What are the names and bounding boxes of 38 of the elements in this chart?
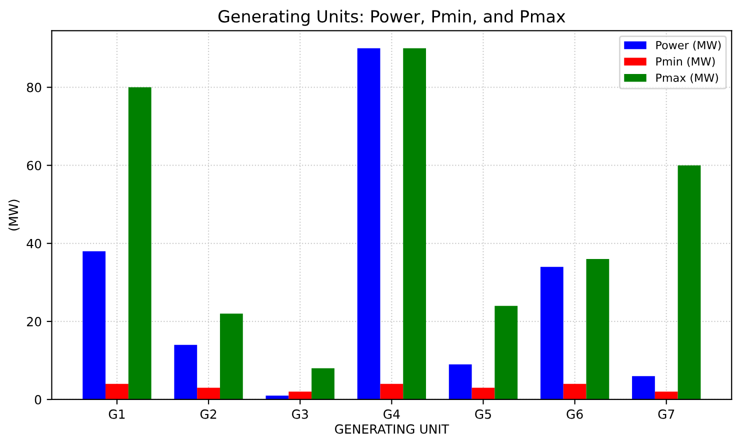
- bar: [563, 384, 586, 400]
- bar: [586, 259, 610, 400]
- bar: [472, 388, 495, 400]
- x-tick-label: G7: [658, 409, 674, 419]
- bar: [106, 384, 128, 400]
- y-axis-title: (MW): [8, 200, 20, 230]
- bar: [312, 368, 334, 400]
- bar: [448, 364, 472, 400]
- bar: [357, 48, 380, 400]
- x-tick-label: G2: [200, 409, 216, 419]
- x-tick-label: G3: [292, 409, 308, 419]
- y-tick-label: 20: [27, 316, 42, 326]
- x-tick-label: G5: [475, 409, 491, 419]
- x-axis-title: GENERATING UNIT: [334, 424, 450, 434]
- bar: [632, 376, 655, 400]
- bar: [678, 165, 701, 400]
- legend-label: Pmin (MW): [656, 57, 715, 67]
- legend-label: Pmax (MW): [656, 73, 718, 84]
- bar: [403, 48, 426, 400]
- bar: [82, 251, 106, 400]
- bar: [540, 266, 564, 400]
- y-tick-label: 0: [34, 394, 42, 404]
- bar: [220, 314, 243, 400]
- bar: [380, 384, 404, 400]
- y-tick-label: 80: [26, 82, 42, 92]
- bar: [128, 87, 152, 400]
- bar: [197, 388, 220, 400]
- y-tick-label: 40: [26, 238, 42, 248]
- x-tick-label: G4: [384, 409, 400, 419]
- x-tick-label: G1: [108, 409, 125, 419]
- bar: [174, 344, 198, 400]
- x-tick-label: G6: [566, 409, 583, 419]
- bar: [494, 306, 518, 400]
- bar: [654, 392, 678, 400]
- y-tick-label: 60: [26, 160, 42, 170]
- bar: [288, 392, 312, 400]
- chart-title: Generating Units: Power, Pmin, and Pmax: [218, 10, 566, 26]
- legend-label: Power (MW): [656, 40, 721, 51]
